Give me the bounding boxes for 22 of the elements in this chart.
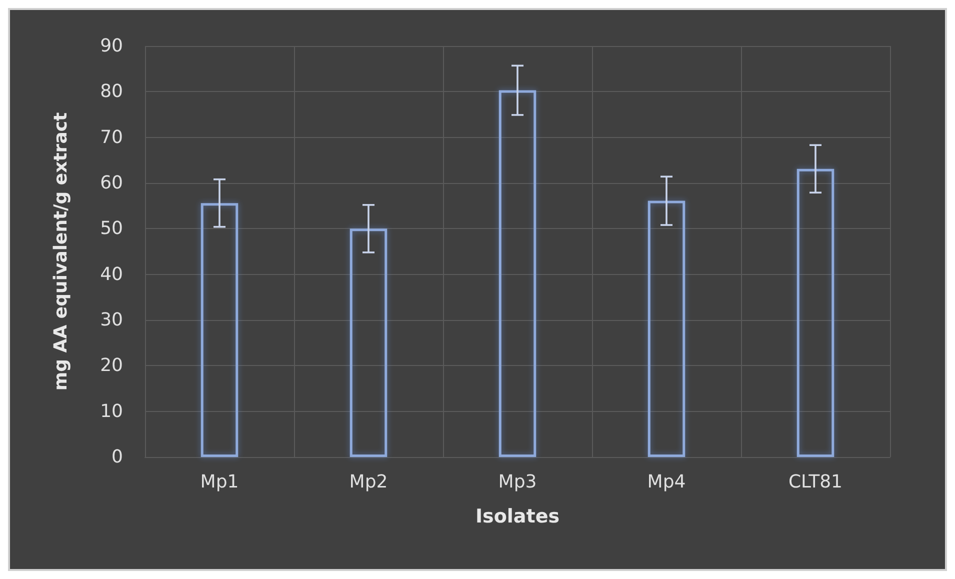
bar: [796, 168, 834, 457]
y-tick-label: 10: [100, 400, 123, 422]
y-tick-label: 60: [100, 172, 123, 194]
x-tick-label: Mp1: [200, 472, 239, 492]
x-tick-label: Mp4: [647, 472, 686, 492]
bar: [350, 228, 388, 457]
bar: [498, 90, 536, 457]
y-tick-label: 20: [100, 355, 123, 376]
y-tick-label: 70: [100, 126, 123, 148]
x-tick-label: Mp3: [498, 472, 537, 492]
x-axis-title: Isolates: [475, 506, 560, 528]
y-tick-label: 80: [100, 81, 123, 102]
y-tick-label: 50: [100, 218, 123, 240]
y-tick-label: 40: [100, 264, 123, 285]
x-tick-label: CLT81: [788, 472, 843, 492]
y-tick-label: 90: [100, 36, 123, 56]
bar: [648, 200, 686, 457]
y-axis-title: mg AA equivalent/g extract: [50, 112, 72, 391]
x-tick-label: Mp2: [349, 472, 388, 492]
y-tick-label: 0: [112, 446, 123, 468]
y-tick-label: 30: [100, 310, 123, 330]
bar: [200, 203, 238, 457]
